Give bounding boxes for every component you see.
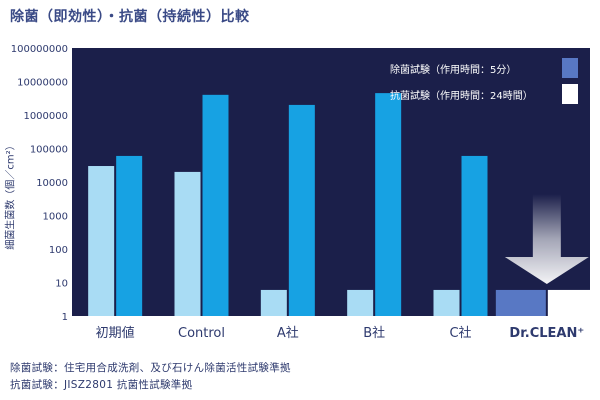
down-arrow-icon (504, 194, 589, 284)
footnote-antibacterial: 抗菌試験：JISZ2801 抗菌性試験準拠 (10, 379, 193, 391)
y-tick-label: 10000 (36, 178, 68, 189)
legend-label-sterilization: 除菌試験（作用時間：5分） (390, 65, 517, 76)
y-tick-label: 100 (49, 245, 68, 256)
bar-antibacterial (202, 94, 229, 316)
bar-antibacterial (461, 155, 488, 316)
bar-sterilization (88, 166, 115, 316)
y-tick-label: 10 (55, 279, 68, 290)
y-tick-label: 100000 (30, 145, 68, 156)
footnote-sterilization: 除菌試験：住宅用合成洗剤、及び石けん除菌活性試験準拠 (10, 362, 291, 374)
legend-swatch-antibacterial (562, 84, 578, 104)
x-tick-label: Dr.CLEAN⁺ (509, 326, 584, 341)
bar-sterilization (433, 289, 460, 316)
bar-sterilization (174, 171, 201, 316)
legend-swatch-sterilization (562, 58, 578, 78)
legend-label-antibacterial: 抗菌試験（作用時間：24時間） (390, 91, 533, 102)
bar-antibacterial (375, 93, 402, 317)
bar-antibacterial (288, 104, 315, 316)
plot-background (72, 48, 590, 316)
x-tick-label: C社 (449, 325, 471, 341)
y-tick-label: 1000000 (23, 111, 68, 122)
y-tick-label: 1 (62, 312, 68, 323)
x-tick-label: Control (178, 326, 225, 341)
bar-antibacterial (116, 155, 143, 316)
x-tick-label: 初期値 (96, 325, 135, 341)
legend-item-antibacterial: 抗菌試験（作用時間：24時間） (386, 84, 578, 104)
bar-sterilization (347, 289, 374, 316)
legend-item-sterilization: 除菌試験（作用時間：5分） (386, 58, 578, 78)
x-tick-label: B社 (363, 325, 385, 341)
bar-antibacterial (547, 289, 598, 316)
x-tick-label: A社 (277, 325, 299, 341)
bar-sterilization (260, 289, 287, 316)
bar-sterilization (495, 289, 546, 316)
chart-title: 除菌（即効性）・抗菌（持続性）比較 (10, 9, 250, 25)
y-tick-label: 1000 (43, 212, 68, 223)
y-tick-label: 10000000 (17, 78, 68, 89)
y-tick-label: 100000000 (11, 44, 68, 55)
